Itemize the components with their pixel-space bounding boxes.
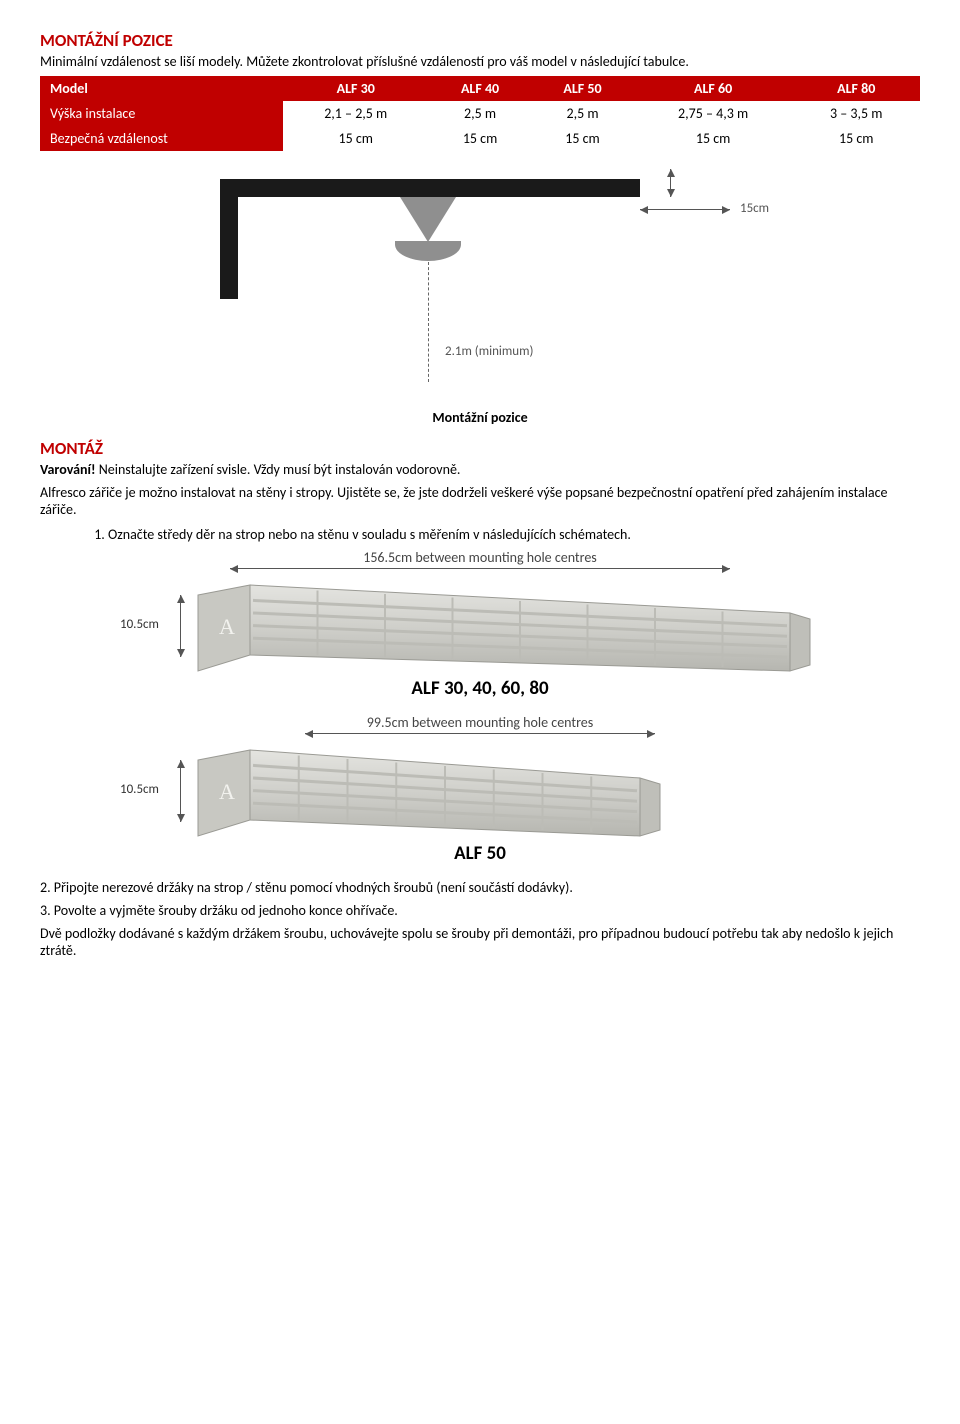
cell: 2,5 m — [429, 101, 531, 126]
warn-text: Neinstalujte zařízení svisle. Vždy musí … — [96, 461, 461, 478]
height-dimension: 10.5cm — [130, 583, 190, 673]
mount-holes-label: 99.5cm between mounting hole centres — [130, 714, 830, 731]
dim-15cm: 15cm — [740, 201, 769, 216]
section1-intro: Minimální vzdálenost se liší modely. Můž… — [40, 53, 920, 70]
product-diagram: 99.5cm between mounting hole centres 10.… — [130, 714, 830, 865]
col-alf40: ALF 40 — [429, 76, 531, 101]
diagram1-caption: Montážní pozice — [40, 409, 920, 426]
dim-minheight: 2.1m (minimum) — [445, 344, 533, 359]
cell: 2,5 m — [531, 101, 633, 126]
mount-width-arrow — [230, 568, 730, 583]
mount-holes-label: 156.5cm between mounting hole centres — [130, 549, 830, 566]
svg-text:A: A — [219, 614, 235, 639]
cell: 15 cm — [429, 126, 531, 151]
cell: 15 cm — [634, 126, 793, 151]
section1-title: MONTÁŽNÍ POZICE — [40, 30, 920, 51]
model-caption: ALF 50 — [130, 842, 830, 865]
col-alf50: ALF 50 — [531, 76, 633, 101]
col-alf80: ALF 80 — [792, 76, 920, 101]
col-alf60: ALF 60 — [634, 76, 793, 101]
step-3: 3. Povolte a vyjměte šrouby držáku od je… — [40, 902, 920, 919]
cell: 15 cm — [283, 126, 429, 151]
heater-illustration: A — [196, 748, 670, 838]
step-1: Označte středy děr na strop nebo na stěn… — [108, 526, 920, 543]
svg-text:A: A — [219, 779, 235, 804]
cell: 15 cm — [792, 126, 920, 151]
mount-position-diagram: 15cm 2.1m (minimum) — [200, 169, 760, 399]
cell: 2,1 – 2,5 m — [283, 101, 429, 126]
cell: 2,75 – 4,3 m — [634, 101, 793, 126]
specs-table: ModelALF 30ALF 40ALF 50ALF 60ALF 80 Výšk… — [40, 76, 920, 151]
section2-title: MONTÁŽ — [40, 438, 920, 459]
cell: 15 cm — [531, 126, 633, 151]
mount-width-arrow — [305, 733, 655, 748]
step-2: 2. Připojte nerezové držáky na strop / s… — [40, 879, 920, 896]
heater-illustration: A — [196, 583, 820, 673]
warn-label: Varování! — [40, 461, 96, 478]
row-label: Výška instalace — [40, 101, 283, 126]
height-dimension: 10.5cm — [130, 748, 190, 838]
warning-line: Varování! Neinstalujte zařízení svisle. … — [40, 461, 920, 478]
cell: 3 – 3,5 m — [792, 101, 920, 126]
footer-note: Dvě podložky dodávané s každým držákem š… — [40, 925, 920, 959]
section2-para2: Alfresco zářiče je možno instalovat na s… — [40, 484, 920, 518]
col-alf30: ALF 30 — [283, 76, 429, 101]
product-diagram: 156.5cm between mounting hole centres 10… — [130, 549, 830, 700]
row-label: Bezpečná vzdálenost — [40, 126, 283, 151]
model-caption: ALF 30, 40, 60, 80 — [130, 677, 830, 700]
col-model: Model — [40, 76, 283, 101]
